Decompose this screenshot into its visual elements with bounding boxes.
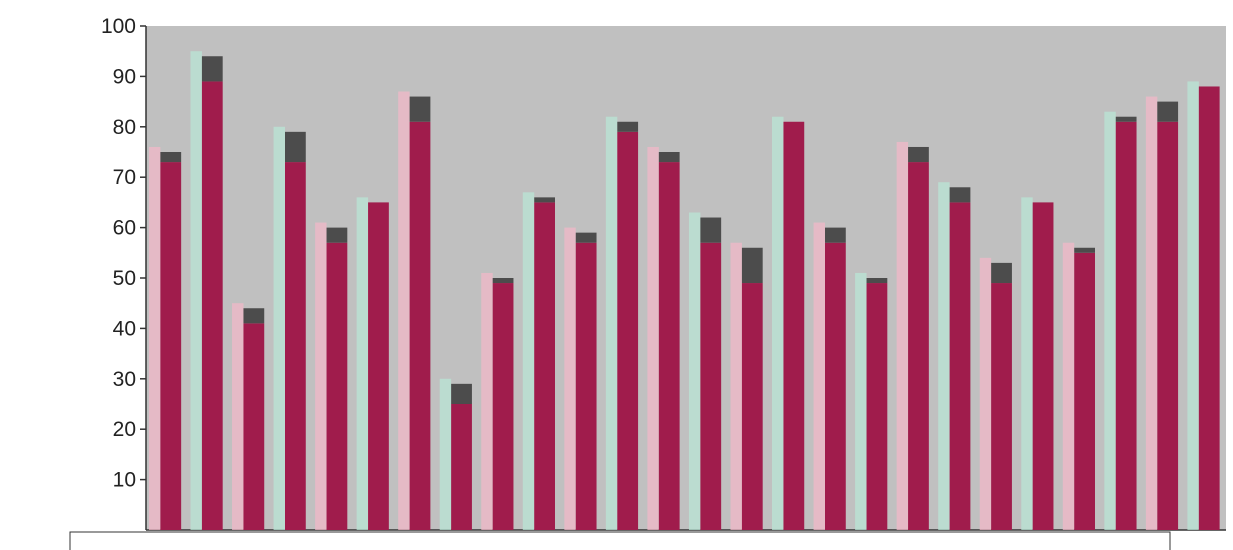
bar: [1115, 121, 1137, 530]
bar: [492, 283, 514, 530]
y-tick-label: 40: [113, 317, 136, 340]
bar: [285, 162, 306, 530]
ghost-bar: [605, 116, 618, 530]
ghost-bar: [481, 272, 493, 530]
bar-cap: [1157, 101, 1179, 122]
ghost-bar: [730, 242, 742, 530]
ghost-bar: [522, 192, 535, 530]
ghost-bar: [938, 182, 950, 531]
bars: [160, 56, 1220, 531]
bar-cap: [741, 247, 763, 284]
bar-cap: [1074, 247, 1095, 253]
bar: [326, 242, 348, 530]
ghost-bar: [273, 126, 285, 531]
bar-cap: [908, 146, 929, 163]
y-tick-label: 70: [113, 166, 136, 189]
bar-cap: [409, 96, 431, 122]
bar: [243, 323, 265, 530]
ghost-bar: [398, 91, 410, 531]
ghost-bar: [813, 222, 825, 530]
y-tick-label: 100: [101, 15, 136, 38]
bar: [866, 283, 888, 530]
bar: [409, 121, 431, 530]
ghost-bar: [979, 257, 992, 530]
ghost-bar: [439, 378, 452, 530]
bar-cap: [326, 227, 348, 243]
ghost-bar: [855, 272, 867, 530]
bar-cap: [617, 121, 639, 132]
bar: [1074, 252, 1095, 531]
ghost-bar: [356, 197, 369, 531]
bar: [368, 202, 389, 530]
bar: [825, 242, 846, 530]
bar-cap: [700, 217, 722, 243]
ghost-bar: [772, 116, 784, 530]
bar: [783, 121, 805, 530]
bar-cap: [201, 56, 223, 82]
ghost-bar: [1104, 111, 1116, 531]
y-tick-label: 90: [113, 65, 136, 88]
bar-cap: [243, 308, 265, 324]
ghost-bar: [190, 51, 202, 530]
ghost-bar: [1021, 197, 1033, 531]
ghost-bar: [647, 146, 659, 530]
bar: [617, 131, 639, 530]
ghost-bar: [1062, 242, 1075, 530]
y-tick-label: 80: [113, 116, 136, 139]
bar-cap: [1115, 116, 1137, 122]
bar-cap: [492, 278, 514, 284]
ghost-bar: [1187, 81, 1199, 530]
bar-cap: [575, 232, 597, 243]
bar: [991, 283, 1012, 530]
bar: [949, 202, 971, 530]
bar-cap: [991, 262, 1012, 284]
y-tick-label: 50: [113, 267, 136, 290]
bar-cap: [949, 187, 971, 203]
x-axis-title-box: [69, 531, 1171, 550]
bar-cap: [285, 131, 306, 163]
bar-cap: [825, 227, 846, 243]
ghost-bar: [564, 227, 576, 530]
bar: [1198, 86, 1220, 530]
ghost-bar: [688, 212, 701, 531]
ghost-bars: [148, 51, 1199, 531]
bar: [1157, 121, 1179, 530]
bar-cap: [534, 197, 555, 203]
bar: [575, 242, 597, 530]
ghost-bar: [148, 146, 161, 530]
bar: [741, 283, 763, 530]
bar-cap: [451, 383, 472, 404]
bar: [700, 242, 722, 530]
bar: [534, 202, 555, 530]
bar: [1032, 202, 1054, 530]
ghost-bar: [315, 222, 327, 530]
bar: [451, 404, 472, 530]
y-tick-label: 30: [113, 368, 136, 391]
ghost-bar: [896, 141, 909, 531]
bar: [908, 162, 929, 530]
bar-cap: [866, 278, 888, 284]
y-tick-label: 20: [113, 418, 136, 441]
bar: [658, 162, 680, 530]
ghost-bar: [1145, 96, 1158, 530]
bar-cap: [658, 152, 680, 163]
y-tick-label: 10: [113, 469, 136, 492]
bar: [201, 81, 223, 530]
bar: [160, 162, 182, 530]
ghost-bar: [232, 303, 244, 530]
bar-cap: [160, 152, 182, 163]
y-tick-label: 60: [113, 217, 136, 240]
y-ticks: 10 20 30 40 50 60 70 80 90 100: [101, 15, 146, 492]
